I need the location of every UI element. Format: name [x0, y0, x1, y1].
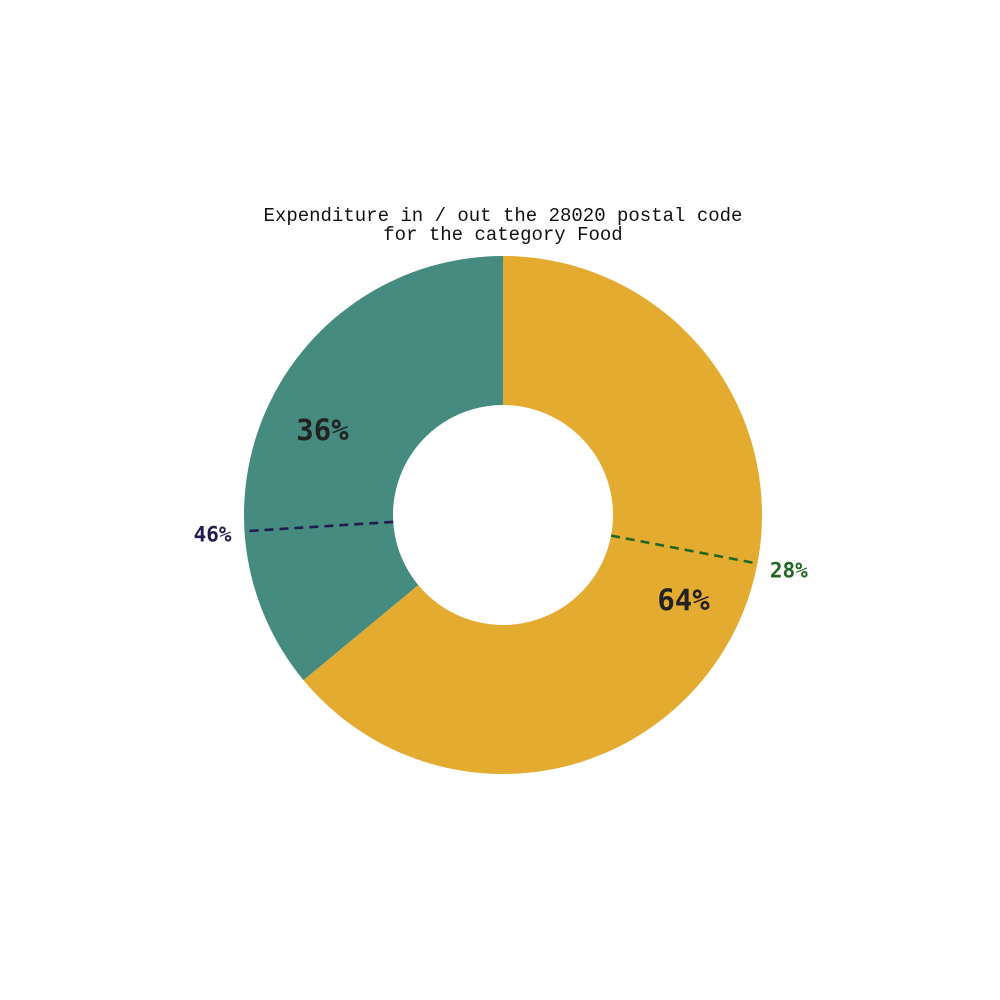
donut-slice-64	[303, 256, 762, 774]
slice-label-64: 64%	[657, 583, 710, 617]
split-label-28: 28%	[770, 559, 808, 583]
slice-label-36: 36%	[296, 413, 349, 447]
slices-group	[244, 256, 762, 774]
donut-slice-36	[244, 256, 503, 681]
chart-title-line-1: Expenditure in / out the 28020 postal co…	[264, 205, 743, 227]
chart-title-line-2: for the category Food	[383, 224, 622, 246]
split-lines-group	[244, 520, 758, 565]
labels-group: 64% 36% 28% 46%	[194, 413, 809, 617]
split-label-46: 46%	[194, 522, 232, 546]
split-line-46	[244, 520, 394, 533]
split-line-28	[610, 534, 758, 565]
